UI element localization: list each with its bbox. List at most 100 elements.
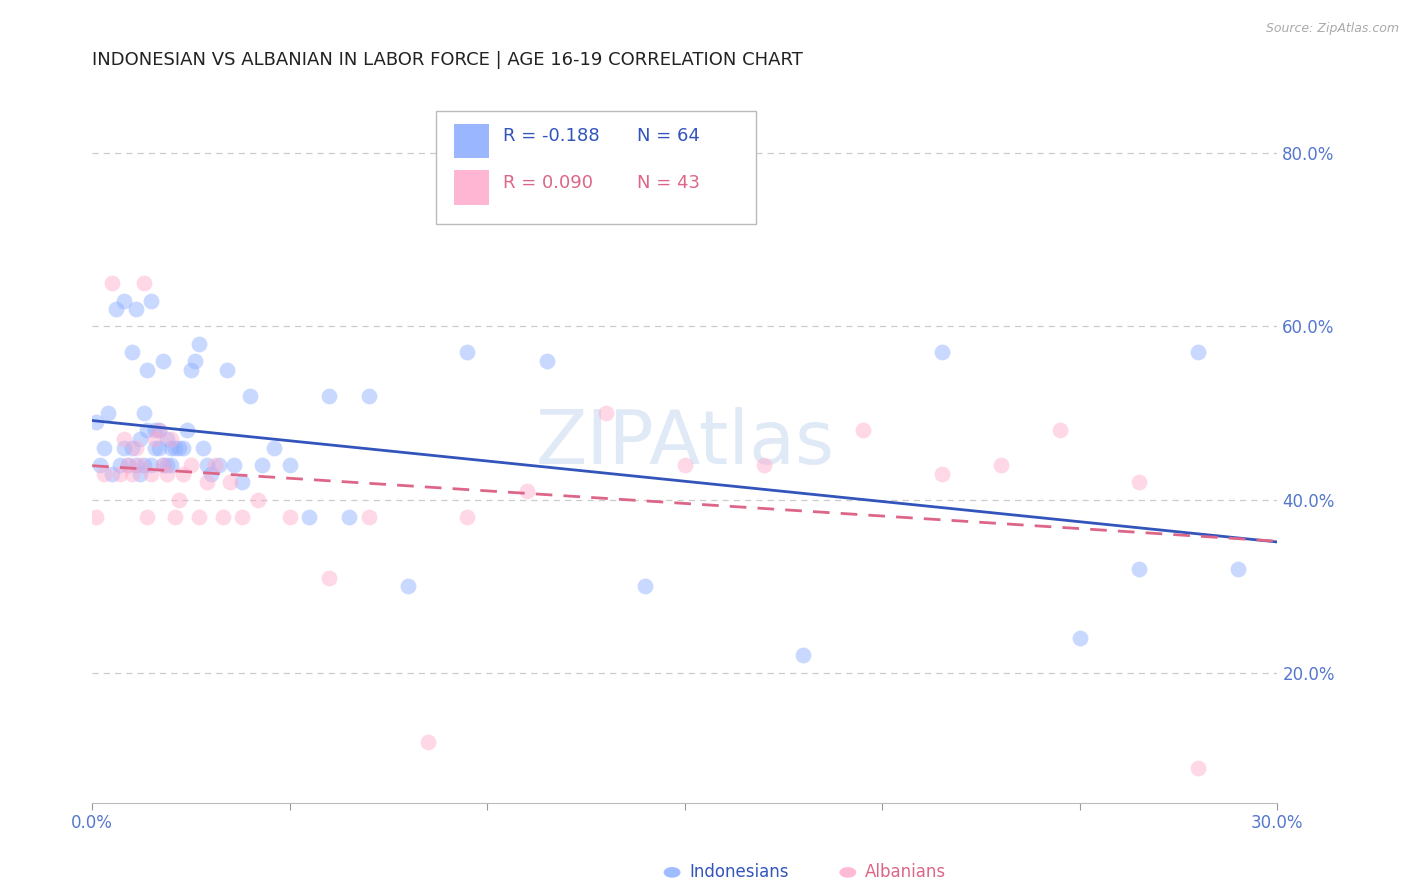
Point (239, 389, 262, 403)
Point (145, 432, 167, 446)
Point (112, 293, 135, 308)
Point (160, 432, 183, 446)
Point (136, 423, 159, 437)
Point (97, 406, 120, 420)
Point (141, 467, 163, 481)
Point (211, 510, 233, 524)
Point (673, 458, 696, 472)
Point (180, 458, 202, 472)
Point (318, 570, 340, 584)
Point (128, 458, 150, 472)
Point (152, 354, 174, 368)
Point (165, 441, 187, 455)
Point (195, 458, 218, 472)
Point (124, 458, 146, 472)
Point (247, 492, 270, 507)
Point (337, 510, 360, 524)
Point (176, 423, 198, 437)
Point (108, 458, 131, 472)
Point (160, 458, 183, 472)
Point (204, 458, 226, 472)
Point (152, 458, 174, 472)
Point (416, 735, 439, 749)
Point (195, 475, 218, 490)
Point (117, 458, 139, 472)
Point (224, 458, 246, 472)
Point (231, 510, 253, 524)
Point (250, 458, 273, 472)
Point (160, 441, 183, 455)
Point (167, 492, 190, 507)
Text: Indonesians: Indonesians (689, 863, 789, 881)
Point (990, 458, 1012, 472)
Point (851, 423, 873, 437)
Point (132, 277, 155, 291)
Point (536, 354, 558, 368)
Point (156, 467, 179, 481)
Point (89, 458, 111, 472)
Point (298, 510, 321, 524)
Point (595, 406, 617, 420)
Point (112, 441, 135, 455)
Point (1226, 562, 1249, 576)
Point (121, 441, 143, 455)
Point (84, 415, 107, 429)
Point (132, 458, 155, 472)
Point (191, 441, 214, 455)
Point (931, 467, 953, 481)
Point (124, 441, 146, 455)
FancyBboxPatch shape (454, 170, 489, 205)
Text: R = 0.090: R = 0.090 (503, 174, 593, 192)
Point (112, 432, 135, 446)
Text: R = -0.188: R = -0.188 (503, 127, 600, 145)
Point (101, 277, 124, 291)
Point (634, 579, 657, 593)
Point (180, 363, 202, 377)
Point (172, 441, 194, 455)
Point (84, 510, 107, 524)
Point (263, 441, 285, 455)
Point (148, 423, 170, 437)
Point (278, 510, 301, 524)
Text: Albanians: Albanians (865, 863, 946, 881)
Point (931, 345, 953, 359)
Point (172, 467, 194, 481)
Point (1069, 631, 1091, 645)
Point (128, 467, 150, 481)
Point (148, 423, 170, 437)
Point (132, 406, 155, 420)
Point (121, 345, 143, 359)
Point (752, 458, 775, 472)
Point (357, 389, 380, 403)
Point (1128, 562, 1150, 576)
FancyBboxPatch shape (454, 124, 489, 158)
Point (156, 432, 179, 446)
Text: N = 64: N = 64 (637, 127, 700, 145)
Point (457, 345, 479, 359)
Point (357, 510, 380, 524)
Point (136, 363, 159, 377)
Point (141, 293, 163, 308)
Point (141, 458, 163, 472)
Point (207, 458, 229, 472)
Point (121, 467, 143, 481)
Point (187, 510, 209, 524)
Point (231, 475, 253, 490)
Point (93, 441, 115, 455)
Point (457, 510, 479, 524)
Point (167, 441, 190, 455)
Point (278, 458, 301, 472)
Point (215, 363, 238, 377)
Point (1128, 475, 1150, 490)
Point (108, 467, 131, 481)
Point (136, 510, 159, 524)
Point (124, 302, 146, 317)
Point (200, 467, 222, 481)
FancyBboxPatch shape (436, 111, 756, 224)
Point (184, 354, 207, 368)
Text: N = 43: N = 43 (637, 174, 700, 192)
Point (165, 510, 187, 524)
Point (104, 302, 127, 317)
Point (93, 467, 115, 481)
Point (117, 458, 139, 472)
